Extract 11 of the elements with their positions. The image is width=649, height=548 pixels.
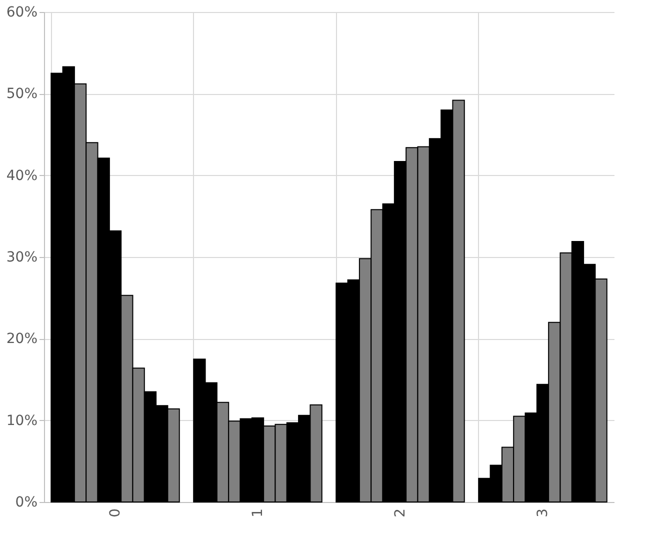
y-tick-label: 60% xyxy=(6,4,38,20)
y-tick-label: 50% xyxy=(6,86,38,102)
x-tick-label: 2 xyxy=(392,508,408,518)
x-tick-label: 3 xyxy=(534,508,551,518)
y-tick-label: 10% xyxy=(6,412,38,429)
x-tick-label: 0 xyxy=(107,508,124,518)
y-tick-label: 0% xyxy=(15,494,38,510)
x-tick-label: 1 xyxy=(250,508,266,518)
y-tick-label: 30% xyxy=(6,250,38,266)
y-tick-label: 20% xyxy=(6,331,38,348)
y-tick-label: 40% xyxy=(6,168,38,184)
